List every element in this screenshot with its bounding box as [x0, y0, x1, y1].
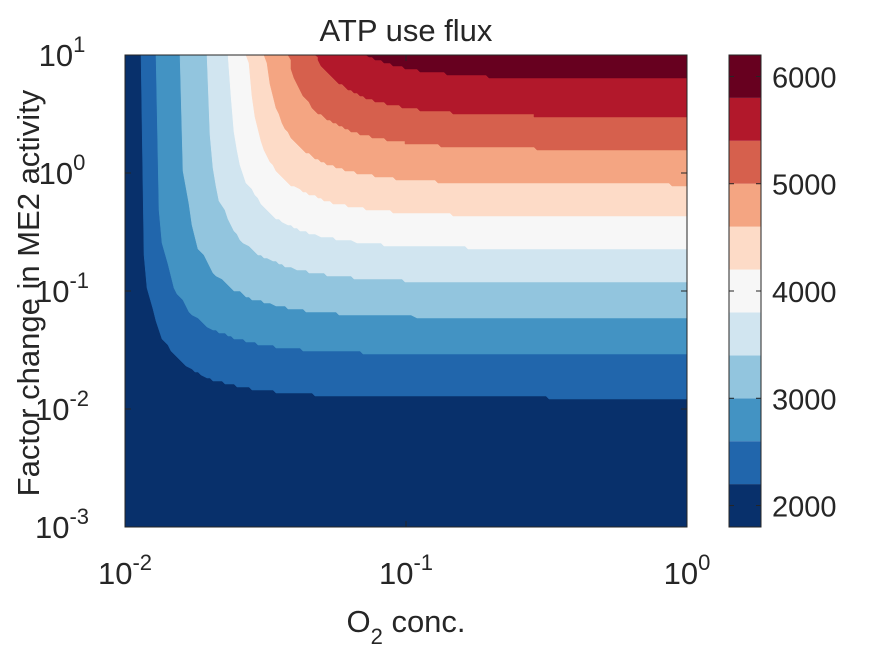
x-tick-label: 100	[664, 550, 711, 591]
x-axis-ticks: 10-2 10-1 100	[98, 55, 710, 591]
x-tick-label-exponent: -1	[413, 550, 433, 575]
x-axis-label-subscript: 2	[371, 624, 383, 649]
x-axis-label-rest: conc.	[383, 604, 466, 639]
y-tick-label-exponent: -1	[69, 268, 89, 293]
colorbar-tick-label: 3000	[772, 384, 837, 416]
colorbar	[729, 55, 761, 527]
colorbar-swatch	[729, 183, 761, 227]
colorbar-ticks: 2000 3000 4000 5000 6000	[729, 62, 837, 524]
colorbar-swatch	[729, 55, 761, 98]
colorbar-swatch	[729, 441, 761, 485]
colorbar-swatch	[729, 398, 761, 442]
x-tick-label-exponent: -2	[132, 550, 152, 575]
y-tick-label-base: 10	[35, 510, 69, 545]
x-tick-label-base: 10	[98, 556, 132, 591]
y-tick-label-exponent: -2	[69, 386, 89, 411]
colorbar-swatch	[729, 355, 761, 399]
x-tick-label: 10-2	[98, 550, 152, 591]
x-tick-label-base: 10	[379, 556, 413, 591]
heatmap-level-region	[306, 54, 688, 79]
y-axis-label: Factor change in ME2 activity	[11, 89, 46, 496]
colorbar-swatch	[729, 140, 761, 184]
x-axis-label: O2 conc.	[346, 604, 465, 649]
colorbar-tick-label: 4000	[772, 277, 837, 309]
y-tick-label: 10-3	[35, 504, 89, 545]
colorbar-tick-label: 2000	[772, 492, 837, 524]
colorbar-swatch	[729, 269, 761, 313]
colorbar-tick-label: 5000	[772, 170, 837, 202]
y-tick-label: 10-2	[35, 386, 89, 427]
colorbar-swatch	[729, 484, 761, 527]
colorbar-tick-label: 6000	[772, 62, 837, 94]
y-tick-label-base: 10	[39, 156, 73, 191]
x-axis-label-base: O	[346, 604, 370, 639]
chart-title: ATP use flux	[320, 13, 493, 48]
y-tick-label-base: 10	[35, 274, 69, 309]
y-tick-label-exponent: -3	[69, 504, 89, 529]
y-tick-label-base: 10	[39, 38, 73, 73]
y-tick-label: 101	[39, 32, 86, 73]
x-tick-label-exponent: 0	[698, 550, 710, 575]
y-tick-label-base: 10	[35, 392, 69, 427]
y-tick-label-exponent: 0	[73, 150, 85, 175]
x-tick-label: 10-1	[379, 550, 433, 591]
x-tick-label-base: 10	[664, 556, 698, 591]
y-tick-label: 10-1	[35, 268, 89, 309]
y-tick-label-exponent: 1	[73, 32, 85, 57]
heatmap-plot-area	[125, 54, 688, 527]
y-tick-label: 100	[39, 150, 86, 191]
colorbar-swatch	[729, 97, 761, 141]
colorbar-swatch	[729, 312, 761, 356]
colorbar-swatch	[729, 226, 761, 270]
